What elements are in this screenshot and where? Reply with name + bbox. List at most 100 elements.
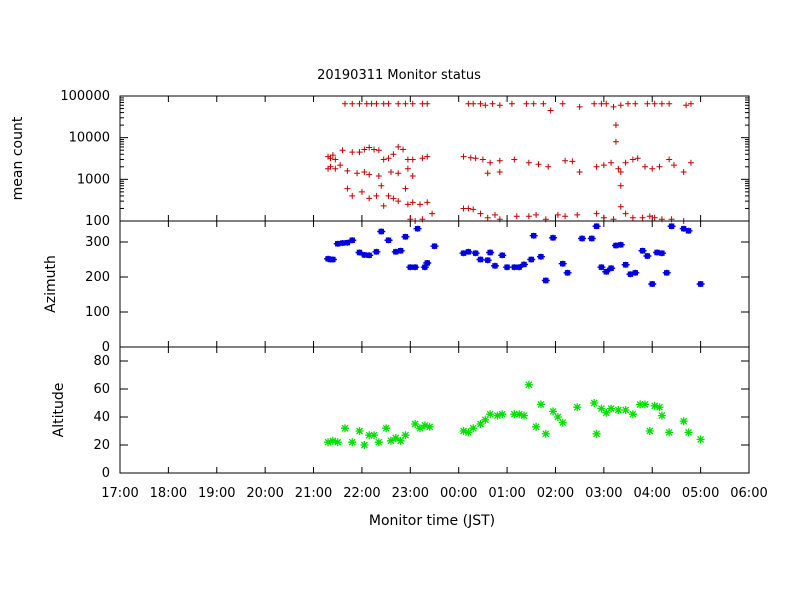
data-point [349, 192, 356, 199]
data-point [375, 147, 382, 154]
data-point [496, 168, 503, 175]
data-point [629, 156, 636, 163]
y-tick-label: 0 [102, 466, 110, 481]
data-point [337, 162, 344, 169]
data-point [411, 264, 420, 271]
data-point [631, 269, 640, 276]
data-point [395, 170, 402, 177]
data-point [558, 418, 567, 427]
data-point [607, 404, 616, 413]
data-point [576, 168, 583, 175]
data-point [574, 211, 581, 218]
data-point [395, 198, 402, 205]
data-point [576, 103, 583, 110]
data-point [327, 163, 334, 170]
data-point [644, 100, 651, 107]
data-point [553, 413, 562, 421]
data-point [593, 210, 600, 217]
y-tick-label: 20 [93, 438, 110, 453]
data-point [515, 410, 524, 419]
data-point [424, 100, 431, 107]
data-point [484, 214, 491, 221]
data-point [491, 211, 498, 218]
x-tick-label: 06:00 [730, 486, 767, 501]
x-tick-label: 20:00 [246, 486, 283, 501]
data-point [327, 155, 334, 162]
data-point [503, 264, 512, 271]
data-point [622, 210, 629, 217]
data-point [600, 162, 607, 169]
data-point [390, 195, 397, 202]
data-point [510, 264, 519, 271]
data-point [486, 410, 495, 419]
data-point [416, 201, 423, 208]
data-point [489, 100, 496, 107]
data-point [527, 256, 536, 263]
data-point [424, 153, 431, 160]
data-point [386, 436, 395, 445]
panel-1: 100 1000 10000 100000 mean count [10, 89, 750, 229]
y-tick-label: 100 [85, 214, 110, 229]
data-point [666, 156, 673, 163]
data-point [684, 428, 693, 437]
data-point [370, 431, 379, 440]
data-point [671, 162, 678, 169]
panel-frame [119, 95, 750, 222]
data-point [464, 428, 473, 437]
data-point [332, 156, 339, 163]
data-point [361, 146, 368, 153]
data-point [385, 155, 392, 162]
data-point [372, 248, 381, 255]
panel-2: 0 100 200 300 Azimuth [43, 220, 750, 355]
data-point [430, 243, 439, 250]
data-point [413, 225, 422, 232]
panel-3: 0 20 40 60 80 Altitude [51, 346, 750, 481]
data-point [573, 403, 582, 412]
data-point [616, 241, 625, 248]
data-point [569, 158, 576, 165]
data-point [667, 223, 676, 230]
data-point [607, 265, 616, 272]
data-point [404, 165, 411, 172]
data-point [657, 250, 666, 257]
data-point [472, 155, 479, 162]
data-point [540, 100, 547, 107]
data-point [365, 252, 374, 259]
y-tick-label: 80 [93, 354, 110, 369]
data-point [651, 100, 658, 107]
data-point [395, 143, 402, 150]
x-axis-label: Monitor time (JST) [369, 513, 495, 529]
data-point [515, 264, 524, 271]
data-point [525, 159, 532, 166]
data-point [409, 199, 416, 206]
x-tick-label: 05:00 [682, 486, 719, 501]
data-point [558, 260, 567, 267]
data-point [578, 235, 587, 242]
data-point [641, 163, 648, 170]
data-point [344, 167, 351, 174]
data-point [532, 422, 541, 431]
data-point [404, 201, 411, 208]
x-tick-label: 22:00 [343, 486, 380, 501]
data-point [657, 411, 666, 420]
data-point [348, 237, 357, 244]
data-point [481, 415, 490, 424]
data-point [541, 277, 550, 284]
data-point [638, 247, 647, 254]
data-point [354, 170, 361, 177]
data-point [459, 427, 468, 435]
data-point [358, 188, 365, 195]
data-point [344, 185, 351, 192]
data-point [411, 420, 420, 428]
data-point [513, 213, 520, 220]
data-point [634, 155, 641, 162]
data-point [649, 165, 656, 172]
data-point [390, 151, 397, 158]
data-point [520, 261, 529, 268]
data-point [396, 436, 405, 445]
data-point [687, 159, 694, 166]
y-axis-label: Azimuth [43, 255, 59, 313]
data-point [464, 248, 473, 255]
data-point [651, 214, 658, 221]
